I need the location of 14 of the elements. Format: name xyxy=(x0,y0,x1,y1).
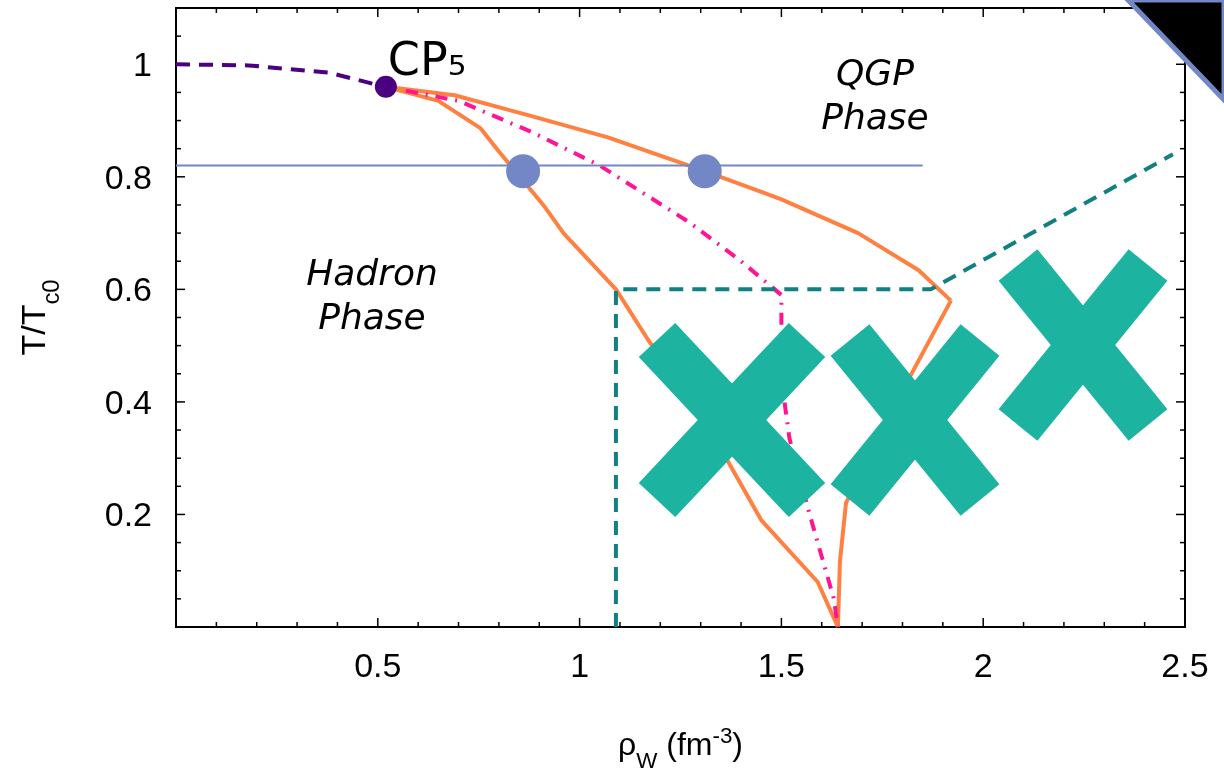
x-tick-label: 1 xyxy=(570,646,590,684)
y-tick-label: 0.8 xyxy=(104,157,152,196)
annotation: CP₅ xyxy=(387,31,467,86)
annotation: QGP Phase xyxy=(821,52,929,137)
y-tick-label: 0.2 xyxy=(104,495,152,534)
y-tick-label: 1 xyxy=(133,45,152,84)
x-tick-label: 2.5 xyxy=(1161,646,1209,684)
x-tick-label: 2 xyxy=(973,646,993,684)
x-tick-label: 1.5 xyxy=(757,646,806,684)
y-tick-label: 0.6 xyxy=(104,270,152,309)
y-tick-label: 0.4 xyxy=(104,382,152,421)
annotation: Hadron Phase xyxy=(306,252,438,337)
x-axis-title: ρ$_{W}$ (fm$^{-3}$) xyxy=(617,722,744,773)
x-tick-label: 0.5 xyxy=(354,646,402,684)
